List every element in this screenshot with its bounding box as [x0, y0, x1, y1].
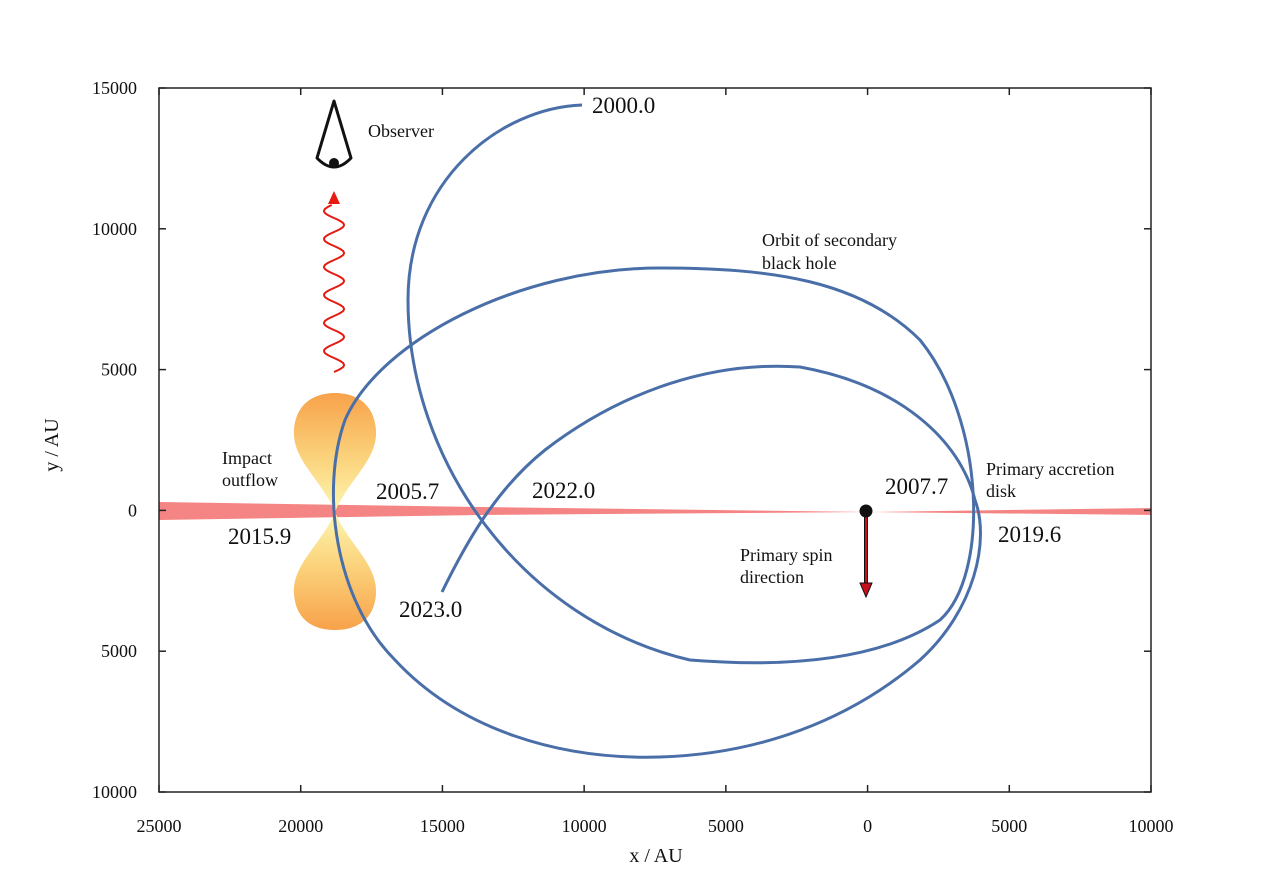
epoch-label: 2022.0 [532, 478, 595, 503]
epoch-label: 2007.7 [885, 474, 948, 499]
x-axis-label: x / AU [629, 845, 683, 867]
orbit-label-line2: black hole [762, 253, 836, 273]
epoch-label: 2000.0 [592, 93, 655, 118]
x-tick-label: 0 [863, 816, 872, 836]
y-axis: 15000 10000 5000 0 5000 10000 [92, 78, 1151, 802]
x-tick-label: 25000 [137, 816, 182, 836]
epoch-label: 2015.9 [228, 524, 291, 549]
y-tick-label: 10000 [92, 219, 137, 239]
disk-label-line2: disk [986, 481, 1016, 501]
epoch-label: 2019.6 [998, 522, 1061, 547]
spin-label-line1: Primary spin [740, 545, 833, 565]
primary-spin-arrowhead [859, 582, 873, 599]
disk-label-line1: Primary accretion [986, 459, 1114, 479]
epoch-label: 2005.7 [376, 479, 439, 504]
plot-frame [158, 87, 1152, 793]
x-tick-label: 10000 [1129, 816, 1174, 836]
x-tick-label: 10000 [562, 816, 607, 836]
y-tick-label: 0 [128, 500, 137, 520]
y-tick-label: 5000 [101, 641, 137, 661]
y-tick-label: 15000 [92, 78, 137, 98]
impact-label-line1: Impact [222, 448, 272, 468]
spin-label-line2: direction [740, 567, 804, 587]
y-axis-label: y / AU [41, 418, 63, 472]
photon-wave [322, 204, 346, 373]
y-tick-label: 5000 [101, 360, 137, 380]
x-tick-label: 5000 [708, 816, 744, 836]
observer-eye-icon [315, 99, 353, 169]
observer-pupil [329, 158, 339, 168]
secondary-orbit-path [331, 103, 982, 759]
epoch-label: 2023.0 [399, 597, 462, 622]
primary-black-hole [859, 504, 873, 518]
x-tick-label: 20000 [278, 816, 323, 836]
impact-outflow-upper-lobe [293, 393, 377, 512]
y-tick-label: 10000 [92, 782, 137, 802]
photon-arrowhead [328, 191, 340, 204]
observer-label: Observer [368, 121, 434, 141]
primary-accretion-disk [159, 502, 1151, 520]
x-axis: 25000 20000 15000 10000 5000 0 5000 10000 [137, 88, 1174, 836]
x-tick-label: 15000 [420, 816, 465, 836]
orbit-label-line1: Orbit of secondary [762, 230, 897, 250]
impact-label-line2: outflow [222, 470, 278, 490]
x-tick-label: 5000 [991, 816, 1027, 836]
